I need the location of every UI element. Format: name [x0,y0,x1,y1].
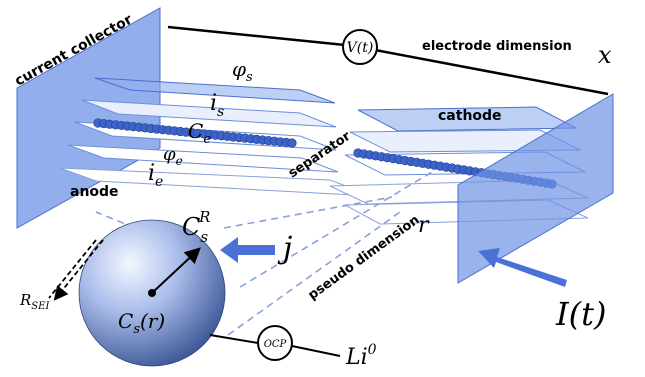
electrode-axis-variable: x [598,41,612,69]
sei-arrow [53,239,104,301]
circuit-wire-top [167,25,609,96]
radius-arrow [151,247,201,294]
ocp-label: OCP [264,339,287,350]
current-arrow [478,248,567,287]
li-label: Li0 [345,342,377,370]
phi-s-label: φs [232,57,253,85]
flux-label: j [277,231,292,266]
voltage-label: V(t) [347,40,374,56]
pseudo-dimension-label: pseudo dimension [306,213,423,304]
i-e-label: ie [148,161,163,190]
electrode-dimension-label: electrode dimension [422,39,572,54]
anode-label: anode [70,184,119,200]
ocp-wire [209,334,341,357]
anode-particle [287,138,297,148]
cathode-collector-plate [457,93,614,284]
c-e-label: Ce [188,119,211,147]
pseudo-dimension-guides [95,171,433,336]
cs-surface-label: CsR [182,208,210,246]
phi-e-label: φe [163,144,183,168]
current-label: I(t) [555,295,606,333]
r-sei-label: RSEI [19,291,50,312]
voltage-meter [342,29,378,65]
pseudo-axis-variable: r [418,213,430,238]
current-collector-plate [16,7,161,229]
cathode-label: cathode [438,108,502,124]
anode-particles [93,118,297,148]
i-s-label: is [210,91,224,120]
sei-arrow-2 [48,239,97,299]
cs-r-label: Cs(r) [118,309,165,337]
ocp-meter [257,325,293,361]
particle-center [148,289,156,297]
flux-arrow [220,237,275,263]
